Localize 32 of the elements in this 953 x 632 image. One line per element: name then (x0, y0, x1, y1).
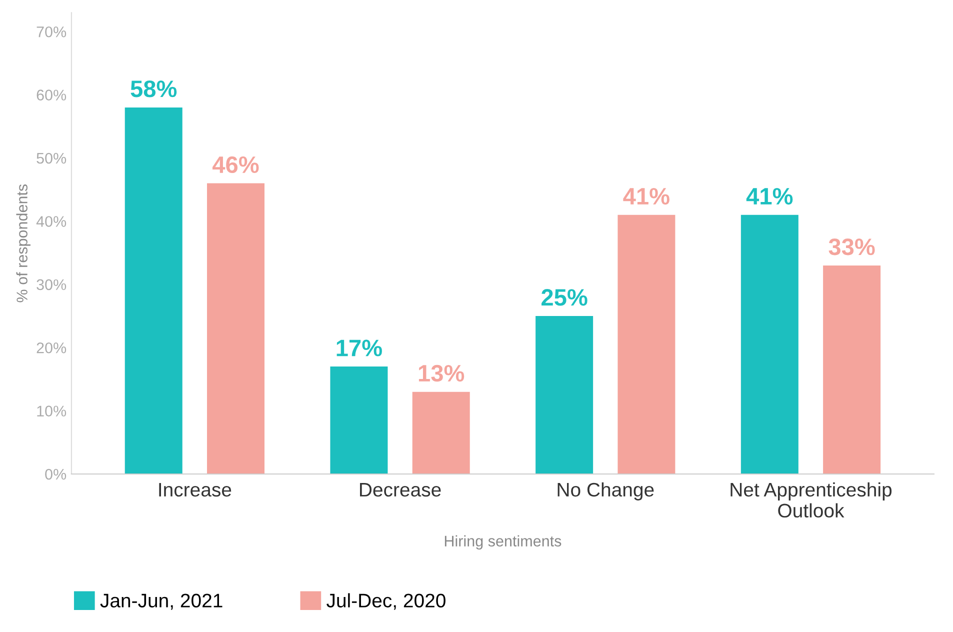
data-label: 46% (212, 156, 259, 174)
x-tick-label: No Change (558, 482, 654, 500)
data-label: 25% (542, 289, 588, 306)
bar (207, 183, 265, 474)
data-label: 17% (336, 340, 382, 356)
bar (412, 392, 470, 474)
y-axis-title: % of respondents (16, 184, 30, 302)
legend-label: Jul-Dec, 2020 (326, 593, 446, 610)
legend-label: Jan-Jun, 2021 (100, 594, 222, 610)
y-tick-label: 30% (36, 279, 66, 290)
y-tick-label: 0% (45, 468, 66, 480)
y-tick-label: 50% (36, 152, 66, 164)
data-label: 41% (623, 188, 670, 205)
bar (618, 214, 676, 474)
x-tick-label: Decrease (360, 483, 441, 497)
data-label: 13% (418, 364, 464, 382)
y-tick-label: 60% (36, 90, 66, 100)
data-label: 41% (746, 188, 793, 205)
y-tick-label: 70% (36, 26, 66, 38)
bar (823, 265, 881, 474)
x-tick-label: Increase (159, 483, 232, 497)
data-label: 33% (828, 238, 875, 256)
bar (330, 366, 388, 474)
y-tick-label: 10% (37, 406, 66, 416)
bar (124, 107, 182, 474)
bar (740, 214, 798, 474)
y-tick-label: 40% (36, 216, 66, 227)
x-tick-label: Net Apprenticeship Outlook (730, 482, 892, 518)
data-label: 58% (130, 80, 177, 98)
x-axis-title: Hiring sentiments (444, 535, 562, 550)
bar (536, 316, 594, 474)
y-tick-label: 20% (36, 342, 66, 354)
